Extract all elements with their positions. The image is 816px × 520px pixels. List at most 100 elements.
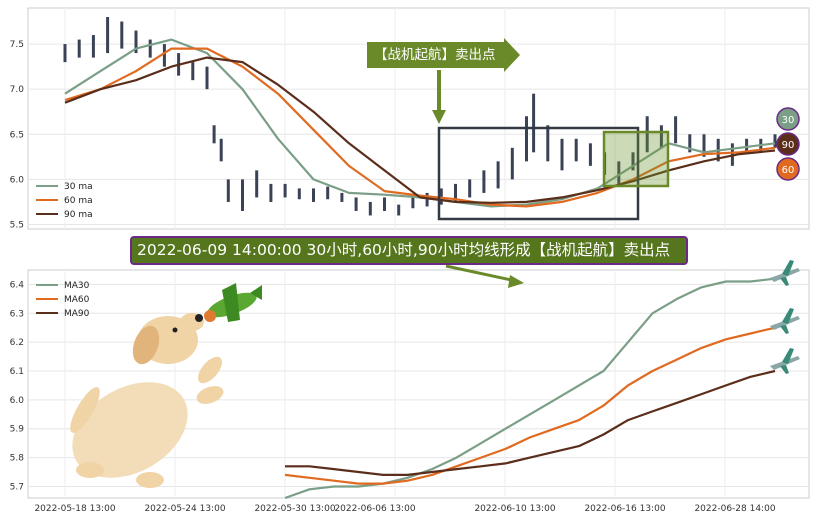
candle xyxy=(439,188,443,205)
series-line-ma30 xyxy=(284,277,776,500)
candle xyxy=(91,35,95,58)
top-legend: 30 ma 60 ma 90 ma xyxy=(36,182,93,220)
ma-badges: 30 90 60 xyxy=(776,107,800,181)
candle xyxy=(482,170,486,193)
candle xyxy=(525,116,528,162)
airplane-icon-ma30 xyxy=(770,260,800,286)
signal-banner: 2022-06-09 14:00:00 30小时,60小时,90小时均线形成【战… xyxy=(130,236,688,265)
x-tick-label: 2022-06-28 14:00 xyxy=(694,504,775,514)
x-tick-label: 2022-06-06 13:00 xyxy=(334,504,415,514)
airplane-icon-ma60 xyxy=(770,308,800,334)
candle xyxy=(645,116,649,153)
banner-pointer-arrow xyxy=(445,264,524,288)
candle xyxy=(162,44,166,67)
ma-badge-label: 30 xyxy=(782,115,795,126)
legend-label: 60 ma xyxy=(64,196,93,206)
candle xyxy=(134,30,138,54)
x-tick-label: 2022-05-18 13:00 xyxy=(34,504,115,514)
y-tick-label: 7.0 xyxy=(10,85,25,95)
y-tick-label: 6.2 xyxy=(10,338,24,348)
candle xyxy=(269,183,273,202)
series-line-ma60 xyxy=(284,326,776,485)
y-tick-label: 6.3 xyxy=(10,309,24,319)
candle xyxy=(106,17,110,54)
ma-badge-label: 90 xyxy=(782,140,795,151)
candle xyxy=(702,134,706,157)
candle xyxy=(241,179,244,211)
y-tick-label: 6.4 xyxy=(10,280,25,290)
y-tick-label: 6.5 xyxy=(10,130,24,140)
candle xyxy=(226,179,230,202)
candle xyxy=(326,186,330,200)
ma-badge xyxy=(776,107,800,131)
candle xyxy=(425,192,429,207)
candle xyxy=(191,62,195,81)
candle xyxy=(773,134,777,148)
ma-badge xyxy=(776,132,800,156)
candle xyxy=(688,134,692,153)
y-tick-label: 6.0 xyxy=(10,396,25,406)
x-tick-label: 2022-06-10 13:00 xyxy=(474,504,555,514)
candle xyxy=(659,125,663,148)
candle xyxy=(212,125,216,144)
candle xyxy=(77,39,81,58)
callout-label: 【战机起航】卖出点 xyxy=(374,47,496,63)
candle xyxy=(148,39,152,58)
candle xyxy=(468,179,472,198)
y-tick-label: 7.5 xyxy=(10,40,24,50)
candle xyxy=(312,188,315,202)
bottom-legend: MA30 MA60 MA90 xyxy=(36,281,90,319)
candle xyxy=(283,183,287,198)
toy-plane-icon xyxy=(204,283,262,322)
candle xyxy=(674,116,678,144)
candle xyxy=(411,195,415,209)
legend-label: MA90 xyxy=(64,309,90,319)
candle xyxy=(120,21,124,49)
legend-label: 90 ma xyxy=(64,210,93,220)
highlight-box-dark xyxy=(437,126,640,221)
ma-badge-label: 60 xyxy=(782,165,795,176)
y-tick-label: 6.1 xyxy=(10,367,24,377)
series-line-90-ma xyxy=(64,56,776,204)
candle xyxy=(588,143,592,166)
candle xyxy=(368,201,372,216)
candle xyxy=(496,161,500,189)
ma-badge xyxy=(776,157,800,181)
series-line-ma90 xyxy=(285,369,776,476)
dog-illustration xyxy=(70,313,224,488)
candle xyxy=(532,93,536,153)
candle xyxy=(454,183,457,202)
candle xyxy=(255,170,259,198)
candle xyxy=(617,161,621,184)
candle xyxy=(546,125,550,162)
legend-label: MA30 xyxy=(64,281,90,291)
highlight-box-green xyxy=(602,130,670,188)
y-tick-label: 5.7 xyxy=(10,482,24,492)
x-tick-label: 2022-05-30 13:00 xyxy=(254,504,335,514)
y-tick-label: 6.0 xyxy=(10,175,25,185)
x-tick-label: 2022-05-24 13:00 xyxy=(144,504,225,514)
legend-label: 30 ma xyxy=(64,182,93,192)
candle xyxy=(340,192,344,202)
airplane-icon-ma90 xyxy=(770,348,800,374)
candle xyxy=(631,152,635,171)
y-tick-label: 5.9 xyxy=(10,425,25,435)
y-tick-label: 5.8 xyxy=(10,454,25,464)
candle xyxy=(397,204,401,216)
candle xyxy=(219,138,223,162)
legend-label: MA60 xyxy=(64,295,90,305)
candle xyxy=(205,66,209,90)
candle xyxy=(745,138,749,153)
candle xyxy=(510,147,514,180)
y-tick-label: 5.5 xyxy=(10,220,24,230)
callout-arrow xyxy=(367,38,520,124)
candle xyxy=(297,188,301,200)
candle xyxy=(354,197,358,211)
series-line-60-ma xyxy=(64,47,776,208)
x-tick-label: 2022-06-16 13:00 xyxy=(584,504,665,514)
candle xyxy=(383,197,386,211)
candle xyxy=(560,138,564,171)
candle xyxy=(574,138,578,162)
candle xyxy=(63,44,67,63)
